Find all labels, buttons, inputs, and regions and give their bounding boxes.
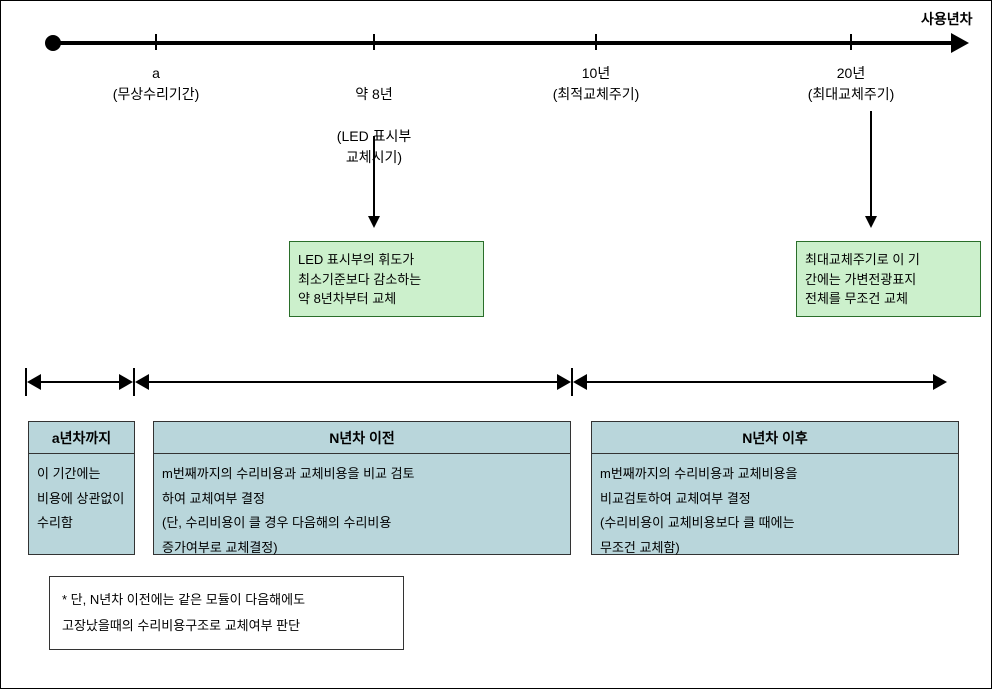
timeline-arrow	[951, 33, 969, 53]
axis-title: 사용년차	[921, 9, 973, 29]
section-body: m번째까지의 수리비용과 교체비용을 비교 검토 하여 교체여부 결정 (단, …	[153, 453, 571, 555]
connector-line	[870, 111, 872, 216]
connector-arrow	[865, 216, 877, 228]
section-body: m번째까지의 수리비용과 교체비용을 비교검토하여 교체여부 결정 (수리비용이…	[591, 453, 959, 555]
tick-label-main: 약 8년	[314, 84, 434, 105]
range-arrow-left	[573, 374, 587, 390]
range-arrow-right	[557, 374, 571, 390]
tick-mark	[850, 34, 852, 50]
section-header: a년차까지	[28, 421, 135, 455]
tick-label: 20년 (최대교체주기)	[793, 63, 909, 105]
section-body: 이 기간에는 비용에 상관없이 수리함	[28, 453, 135, 555]
tick-label: a (무상수리기간)	[106, 63, 206, 105]
connector-line	[373, 136, 375, 216]
range-arrow-left	[27, 374, 41, 390]
note-box: * 단, N년차 이전에는 같은 모듈이 다음해에도 고장났을때의 수리비용구조…	[49, 576, 404, 650]
tick-mark	[595, 34, 597, 50]
range-arrow-right	[119, 374, 133, 390]
tick-label-sub: (최적교체주기)	[538, 84, 654, 105]
tick-label-main: a	[106, 63, 206, 84]
section-header: N년차 이전	[153, 421, 571, 455]
range-arrow-right	[933, 374, 947, 390]
green-info-box: 최대교체주기로 이 기 간에는 가변전광표지 전체를 무조건 교체	[796, 241, 981, 317]
range-arrow-left	[135, 374, 149, 390]
range-line	[41, 381, 121, 383]
range-line	[149, 381, 557, 383]
tick-mark	[373, 34, 375, 50]
timeline-start-dot	[45, 35, 61, 51]
tick-label-sub: (최대교체주기)	[793, 84, 909, 105]
tick-mark	[155, 34, 157, 50]
tick-label-main: 10년	[538, 63, 654, 84]
timeline-line	[51, 41, 951, 45]
green-info-box: LED 표시부의 휘도가 최소기준보다 감소하는 약 8년차부터 교체	[289, 241, 484, 317]
section-header: N년차 이후	[591, 421, 959, 455]
connector-arrow	[368, 216, 380, 228]
range-line	[587, 381, 933, 383]
tick-label-sub: (무상수리기간)	[106, 84, 206, 105]
tick-label-main: 20년	[793, 63, 909, 84]
tick-label: 10년 (최적교체주기)	[538, 63, 654, 105]
